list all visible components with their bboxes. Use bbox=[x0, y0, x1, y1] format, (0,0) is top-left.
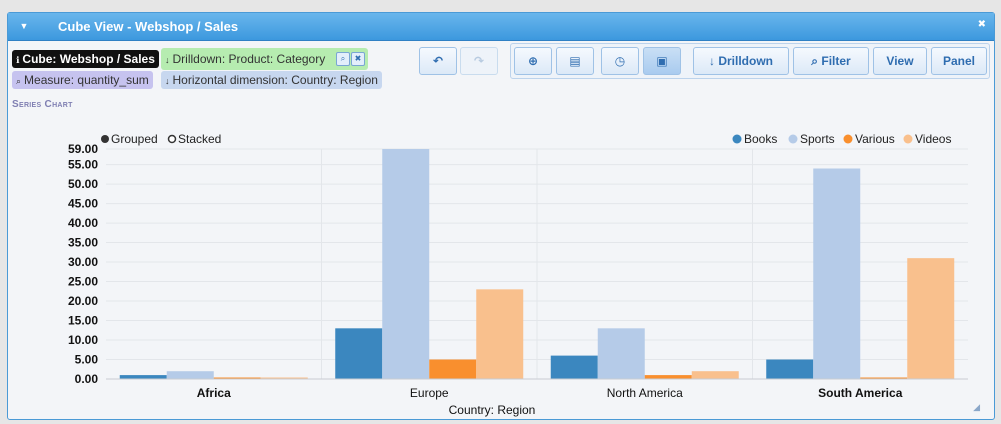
clipboard-button[interactable]: ▤ bbox=[556, 47, 594, 75]
y-tick-label: 45.00 bbox=[68, 197, 98, 211]
legend-label-books: Books bbox=[744, 132, 777, 146]
bar-various-europe bbox=[429, 359, 477, 379]
view-button-label: View bbox=[886, 54, 914, 68]
clock-icon: ◷ bbox=[614, 54, 626, 68]
y-tick-label: 30.00 bbox=[68, 255, 98, 269]
info-icon: ℹ bbox=[16, 55, 20, 65]
drilldown-button[interactable]: ↓ Drilldown bbox=[693, 47, 789, 75]
bar-sports-north-america bbox=[597, 328, 645, 379]
bar-books-africa bbox=[119, 375, 167, 379]
drilldown-remove-button[interactable]: ✖ bbox=[351, 52, 365, 66]
bar-books-europe bbox=[335, 328, 383, 379]
x-tick-label: Africa bbox=[197, 386, 231, 400]
y-tick-label: 15.00 bbox=[68, 314, 98, 328]
series-chart: Grouped Stacked Books Sports Various Videos 0.… bbox=[8, 113, 994, 419]
history-button[interactable]: ◷ bbox=[601, 47, 639, 75]
drilldown-breadcrumb-label: Drilldown: Product: Category bbox=[172, 52, 326, 66]
y-tick-label: 5.00 bbox=[75, 353, 99, 367]
y-tick-label: 50.00 bbox=[68, 177, 98, 191]
stacked-label: Stacked bbox=[178, 132, 221, 146]
y-tick-label: 10.00 bbox=[68, 333, 98, 347]
chart-view-button[interactable]: ▣ bbox=[643, 47, 681, 75]
bar-videos-europe bbox=[476, 289, 524, 379]
x-axis-title: Country: Region bbox=[449, 403, 536, 417]
window-titlebar[interactable]: ▼ Cube View - Webshop / Sales ✖ bbox=[8, 13, 994, 41]
undo-icon: ↶ bbox=[432, 54, 444, 68]
clipboard-icon: ▤ bbox=[569, 54, 581, 68]
bar-videos-africa bbox=[260, 377, 308, 379]
drilldown-search-button[interactable]: ⌕ bbox=[336, 52, 350, 66]
bar-various-south-america bbox=[860, 377, 908, 379]
arrow-down-icon: ↓ bbox=[165, 55, 170, 65]
search-icon: ⌕ bbox=[16, 76, 22, 86]
cube-breadcrumb[interactable]: ℹ Cube: Webshop / Sales bbox=[12, 50, 159, 68]
series-chart-svg: Grouped Stacked Books Sports Various Videos 0.… bbox=[68, 132, 968, 417]
legend-label-videos: Videos bbox=[915, 132, 951, 146]
panel-button[interactable]: Panel bbox=[931, 47, 987, 75]
cube-view-window: ▼ Cube View - Webshop / Sales ✖ ℹ Cube: W… bbox=[7, 12, 995, 420]
legend-swatch-sports bbox=[788, 134, 798, 144]
resize-grip-icon[interactable]: ◢ bbox=[973, 402, 980, 412]
y-tick-label: 55.00 bbox=[68, 158, 98, 172]
x-tick-label: North America bbox=[607, 386, 683, 400]
bar-various-africa bbox=[213, 377, 261, 379]
add-button[interactable]: ⊕ bbox=[514, 47, 552, 75]
legend-label-sports: Sports bbox=[800, 132, 835, 146]
search-icon: ⌕ bbox=[811, 54, 822, 68]
drilldown-button-label: Drilldown bbox=[718, 54, 773, 68]
legend-swatch-various bbox=[843, 134, 853, 144]
chevron-down-icon[interactable]: ▼ bbox=[19, 21, 29, 31]
redo-icon: ↷ bbox=[473, 54, 485, 68]
legend-swatch-videos bbox=[903, 134, 913, 144]
stacked-radio[interactable] bbox=[167, 134, 177, 144]
search-icon: ⌕ bbox=[340, 54, 346, 63]
close-icon[interactable]: ✖ bbox=[977, 19, 986, 30]
bar-various-north-america bbox=[644, 375, 692, 379]
y-tick-label: 25.00 bbox=[68, 275, 98, 289]
horizontal-dimension-breadcrumb-label: Horizontal dimension: Country: Region bbox=[172, 73, 378, 87]
bar-sports-south-america bbox=[813, 168, 861, 379]
image-icon: ▣ bbox=[656, 54, 668, 68]
measure-breadcrumb-label: Measure: quantity_sum bbox=[24, 73, 149, 87]
close-icon: ✖ bbox=[354, 54, 362, 63]
y-tick-label: 59.00 bbox=[68, 142, 98, 156]
arrow-down-icon: ↓ bbox=[708, 54, 719, 68]
bar-videos-north-america bbox=[691, 371, 739, 379]
drilldown-breadcrumb[interactable]: ↓ Drilldown: Product: Category bbox=[161, 48, 368, 70]
filter-button-label: Filter bbox=[821, 54, 851, 68]
legend-label-various: Various bbox=[855, 132, 895, 146]
bar-videos-south-america bbox=[907, 258, 955, 379]
y-tick-label: 20.00 bbox=[68, 294, 98, 308]
legend-swatch-books bbox=[732, 134, 742, 144]
arrow-down-icon: ↓ bbox=[165, 76, 170, 86]
x-tick-label: South America bbox=[818, 386, 903, 400]
bar-books-north-america bbox=[550, 355, 598, 379]
bar-sports-africa bbox=[166, 371, 214, 379]
window-title: Cube View - Webshop / Sales bbox=[58, 19, 239, 34]
measure-breadcrumb[interactable]: ⌕ Measure: quantity_sum bbox=[12, 71, 153, 89]
bar-sports-europe bbox=[382, 149, 430, 379]
add-icon: ⊕ bbox=[527, 54, 539, 68]
filter-button[interactable]: ⌕ Filter bbox=[793, 47, 869, 75]
y-tick-label: 35.00 bbox=[68, 236, 98, 250]
grouped-radio[interactable] bbox=[101, 135, 109, 143]
x-tick-label: Europe bbox=[410, 386, 449, 400]
section-title: Series Chart bbox=[12, 99, 73, 110]
horizontal-dimension-breadcrumb[interactable]: ↓ Horizontal dimension: Country: Region bbox=[161, 71, 382, 89]
panel-button-label: Panel bbox=[942, 54, 975, 68]
redo-button[interactable]: ↷ bbox=[460, 47, 498, 75]
view-button[interactable]: View bbox=[873, 47, 927, 75]
bar-books-south-america bbox=[766, 359, 814, 379]
undo-button[interactable]: ↶ bbox=[419, 47, 457, 75]
grouped-label: Grouped bbox=[111, 132, 158, 146]
cube-breadcrumb-label: Cube: Webshop / Sales bbox=[22, 52, 155, 66]
y-tick-label: 0.00 bbox=[75, 372, 99, 386]
y-tick-label: 40.00 bbox=[68, 216, 98, 230]
